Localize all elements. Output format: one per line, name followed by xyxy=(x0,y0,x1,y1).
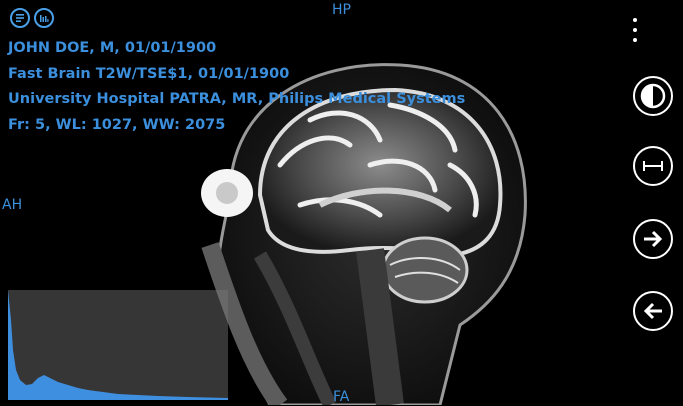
series-line: Fast Brain T2W/TSE$1, 01/01/1900 xyxy=(8,65,290,82)
image-viewport[interactable]: JOHN DOE, M, 01/01/1900 Fast Brain T2W/T… xyxy=(0,0,624,406)
previous-icon[interactable] xyxy=(633,291,673,331)
sidebar xyxy=(624,0,683,406)
measure-icon[interactable] xyxy=(633,146,673,186)
mri-image xyxy=(201,63,527,405)
histogram-icon[interactable] xyxy=(34,8,54,28)
more-options-icon[interactable] xyxy=(629,18,641,42)
patient-info-overlay: JOHN DOE, M, 01/01/1900 Fast Brain T2W/T… xyxy=(8,36,465,138)
orientation-bottom: FA xyxy=(333,389,350,405)
orientation-left: AH xyxy=(2,197,23,213)
histogram-plot xyxy=(8,290,228,400)
top-toolbar xyxy=(10,8,54,28)
next-icon[interactable] xyxy=(633,219,673,259)
window-level-line: Fr: 5, WL: 1027, WW: 2075 xyxy=(8,116,226,133)
orientation-top: HP xyxy=(332,2,351,18)
intensity-histogram xyxy=(8,290,228,400)
patient-line: JOHN DOE, M, 01/01/1900 xyxy=(8,40,217,56)
list-icon[interactable] xyxy=(10,8,30,28)
contrast-icon[interactable] xyxy=(633,76,673,116)
institution-line: University Hospital PATRA, MR, Philips M… xyxy=(8,91,466,107)
